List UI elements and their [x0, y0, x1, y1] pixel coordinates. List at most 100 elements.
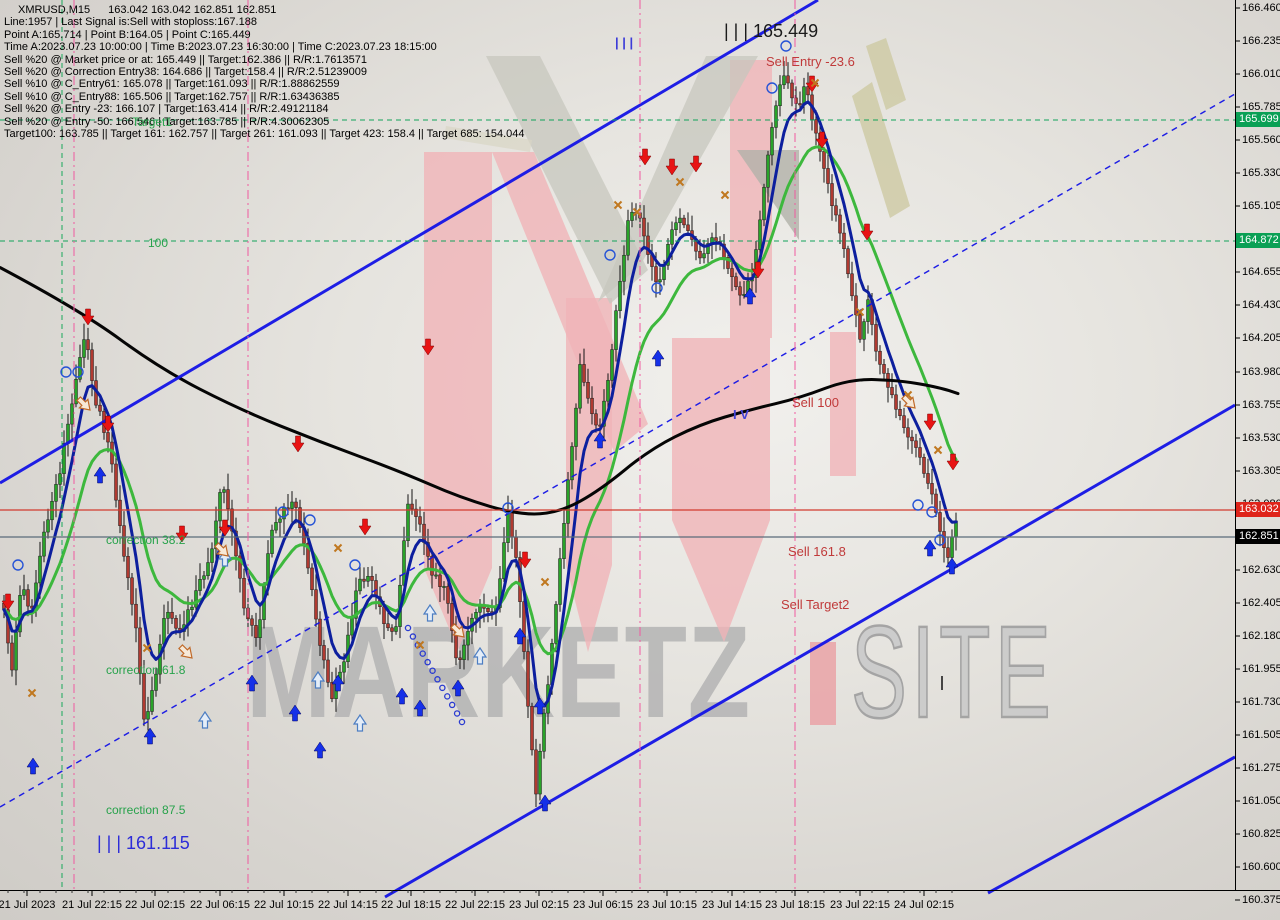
buy-signal-arrow-icon — [93, 466, 107, 484]
candle — [22, 589, 26, 596]
x-mark-icon — [720, 190, 730, 200]
sell-signal-arrow-icon — [518, 551, 532, 569]
candle — [278, 518, 282, 523]
candle — [438, 574, 442, 587]
candle — [938, 512, 942, 532]
sell-signal-arrow-icon — [665, 158, 679, 176]
candle — [90, 349, 94, 381]
logo-watermark-shape — [852, 82, 910, 218]
candle — [362, 578, 366, 582]
candle — [706, 243, 710, 254]
dotted-chain-circle — [439, 684, 446, 692]
candle — [798, 103, 802, 106]
price-axis-label: 161.050 — [1242, 795, 1280, 807]
candle — [354, 590, 358, 619]
price-axis-label: 165.560 — [1242, 134, 1280, 146]
time-axis-label: 22 Jul 10:15 — [254, 899, 314, 911]
candle — [366, 576, 370, 582]
candle — [46, 519, 50, 533]
candle — [762, 187, 766, 221]
sell-signal-arrow-icon — [101, 415, 115, 433]
sell-signal-arrow-icon — [923, 413, 937, 431]
candle — [926, 473, 930, 484]
candle — [538, 750, 542, 795]
info-line: Sell %20 @ Market price or at: 165.449 |… — [4, 53, 367, 66]
price-axis-label: 166.010 — [1242, 68, 1280, 80]
candle — [198, 579, 202, 591]
price-axis-label: 163.530 — [1242, 432, 1280, 444]
fib-target1-label: Target1 — [132, 115, 173, 129]
logo-watermark-shape — [444, 126, 532, 152]
price-axis-label: 160.825 — [1242, 828, 1280, 840]
x-mark-icon — [855, 307, 865, 317]
candle — [390, 627, 394, 632]
x-mark-icon — [613, 200, 623, 210]
candle — [830, 183, 834, 206]
logo-watermark-shape — [486, 56, 648, 304]
price-axis-label: 164.430 — [1242, 299, 1280, 311]
logo-watermark-shape — [830, 332, 856, 476]
candle — [418, 516, 422, 525]
sell-signal-arrow-icon — [358, 518, 372, 536]
candle — [14, 631, 18, 671]
candle — [734, 276, 738, 287]
candle — [582, 364, 586, 383]
hollow-up-arrow-icon — [310, 670, 326, 689]
sell-signal-arrow-icon — [751, 261, 765, 279]
candle — [174, 618, 178, 629]
dotted-chain-circle — [419, 650, 426, 657]
time-axis-label: 23 Jul 18:15 — [765, 899, 825, 911]
candle — [486, 607, 490, 612]
candle — [730, 268, 734, 277]
hollow-up-arrow-icon — [472, 646, 488, 665]
price-badge: 164.872 — [1236, 233, 1280, 248]
buy-signal-arrow-icon — [313, 741, 327, 759]
candle — [838, 214, 842, 234]
candle — [310, 567, 314, 590]
sell-100-label: Sell 100 — [792, 395, 839, 410]
x-mark-icon — [142, 643, 152, 653]
sell-signal-arrow-icon — [421, 338, 435, 356]
x-mark-icon — [415, 640, 425, 650]
time-axis-label: 23 Jul 14:15 — [702, 899, 762, 911]
circle-signal-icon — [934, 534, 946, 546]
candle — [166, 611, 170, 619]
candle — [862, 321, 866, 340]
price-axis-label: 161.275 — [1242, 762, 1280, 774]
time-axis-label: 22 Jul 18:15 — [381, 899, 441, 911]
candle — [358, 578, 362, 592]
candle — [386, 623, 390, 629]
candle — [382, 606, 386, 624]
symbol-timeframe-label: XMRUSD,M15 — [18, 4, 91, 16]
hollow-diag-arrow-icon — [214, 542, 229, 557]
buy-signal-arrow-icon — [743, 287, 757, 305]
watermark-word-site: SITE — [850, 598, 1056, 745]
candle — [290, 501, 294, 509]
hollow-diag-arrow-icon — [76, 396, 91, 411]
candle — [918, 447, 922, 458]
candle — [678, 217, 682, 223]
candle — [122, 525, 126, 557]
price-axis-label: 164.205 — [1242, 332, 1280, 344]
candle — [834, 205, 838, 216]
info-line: Sell %10 @ C_Entry61: 165.078 || Target:… — [4, 78, 340, 91]
candle — [142, 672, 146, 720]
candle — [894, 394, 898, 410]
info-line: Point A:165.714 | Point B:164.05 | Point… — [4, 28, 251, 41]
hollow-up-arrow-icon — [197, 710, 213, 729]
x-mark-icon — [675, 177, 685, 187]
candle — [170, 611, 174, 619]
circle-signal-icon — [60, 366, 72, 378]
candle — [38, 555, 42, 584]
price-badge: 165.699 — [1236, 112, 1280, 127]
sell-signal-arrow-icon — [1, 593, 15, 611]
candle — [686, 224, 690, 231]
correction-618-label: correction 61.8 — [106, 663, 186, 677]
sell-signal-arrow-icon — [175, 525, 189, 543]
sell-signal-arrow-icon — [218, 519, 232, 537]
candle — [298, 507, 302, 529]
candle — [314, 589, 318, 620]
x-mark-icon — [632, 207, 642, 217]
